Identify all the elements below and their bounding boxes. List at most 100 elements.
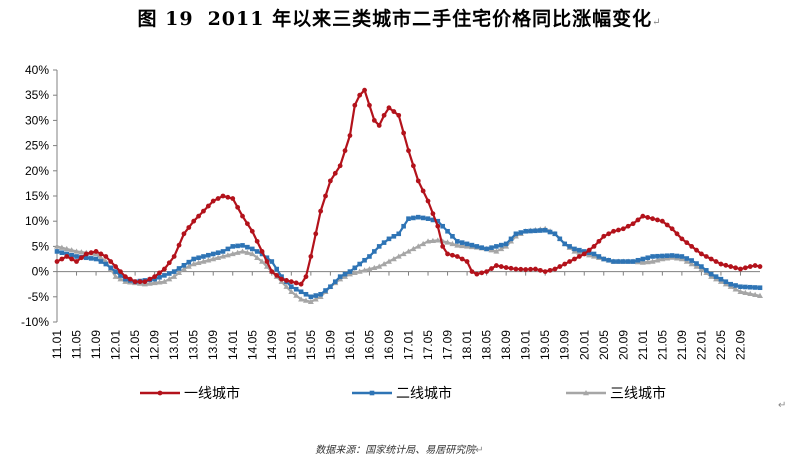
data-point <box>230 196 236 201</box>
x-tick-label: 17.09 <box>441 330 455 360</box>
data-point <box>332 170 338 176</box>
data-point <box>454 242 461 248</box>
data-point <box>244 221 250 227</box>
data-point <box>308 294 314 300</box>
x-tick-label: 21.01 <box>636 330 650 360</box>
data-point <box>386 236 392 242</box>
data-point <box>708 271 714 277</box>
y-tick-label: 5% <box>32 239 50 253</box>
data-point <box>117 276 124 282</box>
x-tick-label: 21.05 <box>655 330 669 360</box>
data-point <box>523 267 529 272</box>
data-point <box>210 251 216 257</box>
x-tick-label: 13.01 <box>167 330 181 360</box>
data-point <box>538 228 543 233</box>
data-point <box>303 291 309 297</box>
data-point <box>234 249 241 255</box>
data-point <box>620 226 626 232</box>
x-tick-label: 15.05 <box>304 330 318 360</box>
x-tick-label: 13.09 <box>206 330 220 360</box>
data-point <box>318 291 323 297</box>
legend-item-2: 二线城市 <box>352 385 452 402</box>
data-point <box>693 263 700 269</box>
data-point <box>93 249 99 254</box>
data-point <box>191 218 197 224</box>
source-return-mark: ↵ <box>475 445 484 456</box>
data-point <box>450 234 455 239</box>
data-point <box>240 243 245 248</box>
trailing-return-mark: ↵ <box>778 400 787 411</box>
data-point <box>269 259 275 264</box>
data-point <box>298 296 305 302</box>
data-point <box>215 250 221 255</box>
data-point <box>156 279 163 285</box>
data-point <box>195 259 202 265</box>
data-point <box>644 259 651 265</box>
x-tick-label: 18.09 <box>499 330 513 360</box>
series-3 <box>54 225 763 305</box>
data-point <box>254 254 261 260</box>
data-point <box>655 253 660 259</box>
series-1 <box>54 87 763 287</box>
data-point <box>489 245 494 250</box>
data-point <box>694 247 699 253</box>
data-point <box>728 281 734 287</box>
legend-label: 三线城市 <box>610 385 666 402</box>
data-point <box>78 249 85 255</box>
data-point <box>429 237 436 244</box>
data-point <box>166 260 172 266</box>
data-point <box>108 259 114 264</box>
data-point <box>210 256 217 262</box>
series-2 <box>54 214 763 300</box>
data-point <box>391 109 397 114</box>
data-point <box>459 240 465 245</box>
data-point <box>79 255 84 261</box>
data-point <box>469 269 475 274</box>
data-point <box>176 242 182 248</box>
data-point <box>411 215 416 221</box>
data-point <box>591 244 597 249</box>
data-point <box>254 238 260 244</box>
data-point <box>274 266 279 272</box>
data-point <box>118 269 123 274</box>
data-point <box>206 252 211 258</box>
data-point <box>376 263 383 269</box>
data-point <box>391 234 397 239</box>
x-tick-label: 14.09 <box>265 330 279 360</box>
data-point <box>703 268 709 273</box>
data-point <box>435 223 441 229</box>
data-point <box>302 297 309 303</box>
data-point <box>357 261 362 267</box>
data-point <box>757 292 763 298</box>
data-point <box>586 250 592 255</box>
data-point <box>367 102 372 108</box>
data-point <box>493 263 499 268</box>
data-point <box>688 261 695 267</box>
data-point <box>347 269 353 274</box>
y-tick-label: 30% <box>25 113 49 127</box>
data-point <box>151 279 158 286</box>
data-point <box>352 102 358 108</box>
data-point <box>200 258 207 264</box>
data-point <box>122 274 128 280</box>
data-point <box>718 276 724 282</box>
x-tick-label: 11.01 <box>50 330 64 359</box>
data-point <box>298 289 304 295</box>
data-point <box>298 281 304 287</box>
data-point <box>450 252 455 258</box>
data-point <box>58 244 65 250</box>
data-point <box>357 92 363 98</box>
data-point <box>576 254 582 259</box>
data-point <box>635 257 641 263</box>
data-point <box>385 258 392 264</box>
data-point <box>708 256 714 262</box>
data-point <box>63 245 70 252</box>
data-point <box>74 254 79 259</box>
data-point <box>518 230 524 235</box>
data-point <box>405 248 412 254</box>
data-point <box>239 248 246 254</box>
data-point <box>215 196 221 201</box>
data-point <box>547 229 553 235</box>
data-point <box>484 246 489 252</box>
